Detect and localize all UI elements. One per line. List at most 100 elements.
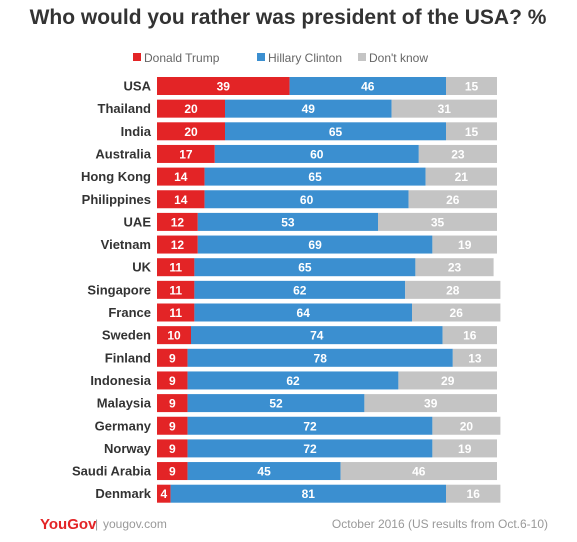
bar-donald-trump-norway [157,439,188,458]
value-label-don-t-know-indonesia: 29 [441,374,455,388]
value-label-hillary-clinton-sweden: 74 [310,329,324,343]
bar-row-uae: UAE 12 53 35 [124,212,497,231]
value-label-donald-trump-malaysia: 9 [169,397,176,411]
legend-swatch-don-t-know [358,53,366,61]
bar-don-t-know-vietnam [432,235,497,254]
value-label-donald-trump-indonesia: 9 [169,374,176,388]
bar-row-usa: USA 39 46 15 [124,77,497,95]
value-label-don-t-know-philippines: 26 [446,193,460,207]
value-label-donald-trump-germany: 9 [169,419,176,433]
category-label-australia: Australia [95,146,151,161]
bar-row-singapore: Singapore 11 62 28 [87,280,501,299]
value-label-hillary-clinton-singapore: 62 [293,283,307,297]
bar-don-t-know-thailand [391,99,497,118]
bar-row-hong-kong: Hong Kong 14 65 21 [81,167,497,186]
bar-donald-trump-saudi-arabia [157,462,188,481]
bar-donald-trump-thailand [157,99,225,118]
value-label-don-t-know-germany: 20 [460,419,474,433]
bar-donald-trump-malaysia [157,394,188,413]
value-label-don-t-know-uae: 35 [431,215,445,229]
value-label-don-t-know-australia: 23 [451,147,465,161]
legend-swatch-donald-trump [133,53,141,61]
bar-donald-trump-denmark [157,484,171,503]
bar-don-t-know-france [412,303,501,322]
bar-hillary-clinton-uk [194,258,416,277]
bar-donald-trump-philippines [157,190,205,209]
category-label-sweden: Sweden [102,328,151,343]
value-label-donald-trump-hong-kong: 14 [174,170,188,184]
value-label-donald-trump-india: 20 [184,125,198,139]
bar-don-t-know-australia [418,144,497,163]
bar-hillary-clinton-thailand [225,99,392,118]
bar-hillary-clinton-vietnam [197,235,433,254]
category-label-malaysia: Malaysia [97,396,152,411]
bar-row-thailand: Thailand 20 49 31 [98,99,497,118]
legend-item-hillary-clinton: Hillary Clinton [257,51,342,65]
bar-hillary-clinton-india [225,122,446,141]
value-label-hillary-clinton-norway: 72 [303,442,317,456]
bar-don-t-know-finland [452,348,497,367]
bar-row-finland: Finland 9 78 13 [105,348,497,367]
category-label-singapore: Singapore [87,282,151,297]
bar-don-t-know-saudi-arabia [340,462,497,481]
footer-separator: | [95,517,98,531]
bar-hillary-clinton-france [194,303,412,322]
footer-note: October 2016 (US results from Oct.6-10) [332,517,548,531]
bar-don-t-know-uae [378,212,497,231]
legend-label-donald-trump: Donald Trump [144,51,220,65]
value-label-hillary-clinton-uk: 65 [298,261,312,275]
bar-row-sweden: Sweden 10 74 16 [102,326,497,345]
bar-hillary-clinton-indonesia [187,371,399,390]
legend: Donald Trump Hillary Clinton Don't know [133,51,428,65]
bar-row-norway: Norway 9 72 19 [104,439,497,458]
yougov-logo: YouGov [40,516,97,533]
value-label-hillary-clinton-saudi-arabia: 45 [257,465,271,479]
value-label-donald-trump-usa: 39 [217,80,231,94]
bar-hillary-clinton-philippines [204,190,409,209]
bar-hillary-clinton-sweden [191,326,443,345]
bar-row-saudi-arabia: Saudi Arabia 9 45 46 [72,462,497,481]
value-label-don-t-know-thailand: 31 [438,102,452,116]
bar-donald-trump-france [157,303,195,322]
bar-donald-trump-uk [157,258,195,277]
value-label-donald-trump-denmark: 4 [160,487,167,501]
category-label-thailand: Thailand [98,101,152,116]
bar-don-t-know-norway [432,439,497,458]
bar-row-vietnam: Vietnam 12 69 19 [101,235,497,254]
value-label-don-t-know-malaysia: 39 [424,397,438,411]
legend-swatch-hillary-clinton [257,53,265,61]
bar-donald-trump-vietnam [157,235,198,254]
category-label-denmark: Denmark [95,486,151,501]
value-label-don-t-know-singapore: 28 [446,283,460,297]
value-label-don-t-know-hong-kong: 21 [455,170,469,184]
bar-hillary-clinton-finland [187,348,453,367]
value-label-donald-trump-vietnam: 12 [171,238,185,252]
bar-row-germany: Germany 9 72 20 [95,416,501,435]
bar-hillary-clinton-singapore [194,280,406,299]
bar-don-t-know-india [446,122,497,141]
legend-label-hillary-clinton: Hillary Clinton [268,51,342,65]
category-label-saudi-arabia: Saudi Arabia [72,464,152,479]
value-label-donald-trump-singapore: 11 [169,283,182,297]
value-label-donald-trump-finland: 9 [169,351,176,365]
value-label-hillary-clinton-thailand: 49 [302,102,316,116]
category-label-finland: Finland [105,350,151,365]
bar-don-t-know-germany [432,416,501,435]
value-label-hillary-clinton-vietnam: 69 [308,238,322,252]
bar-don-t-know-indonesia [398,371,497,390]
category-label-norway: Norway [104,441,152,456]
bar-row-denmark: Denmark 4 81 16 [95,484,501,503]
value-label-donald-trump-uk: 11 [169,261,182,275]
value-label-don-t-know-india: 15 [465,125,479,139]
value-label-hillary-clinton-australia: 60 [310,147,324,161]
value-label-donald-trump-sweden: 10 [167,329,181,343]
category-label-philippines: Philippines [82,192,151,207]
value-label-hillary-clinton-usa: 46 [361,80,375,94]
category-label-india: India [121,124,152,139]
category-label-vietnam: Vietnam [101,237,151,252]
bar-donald-trump-uae [157,212,198,231]
value-label-don-t-know-norway: 19 [458,442,472,456]
legend-label-don-t-know: Don't know [369,51,428,65]
